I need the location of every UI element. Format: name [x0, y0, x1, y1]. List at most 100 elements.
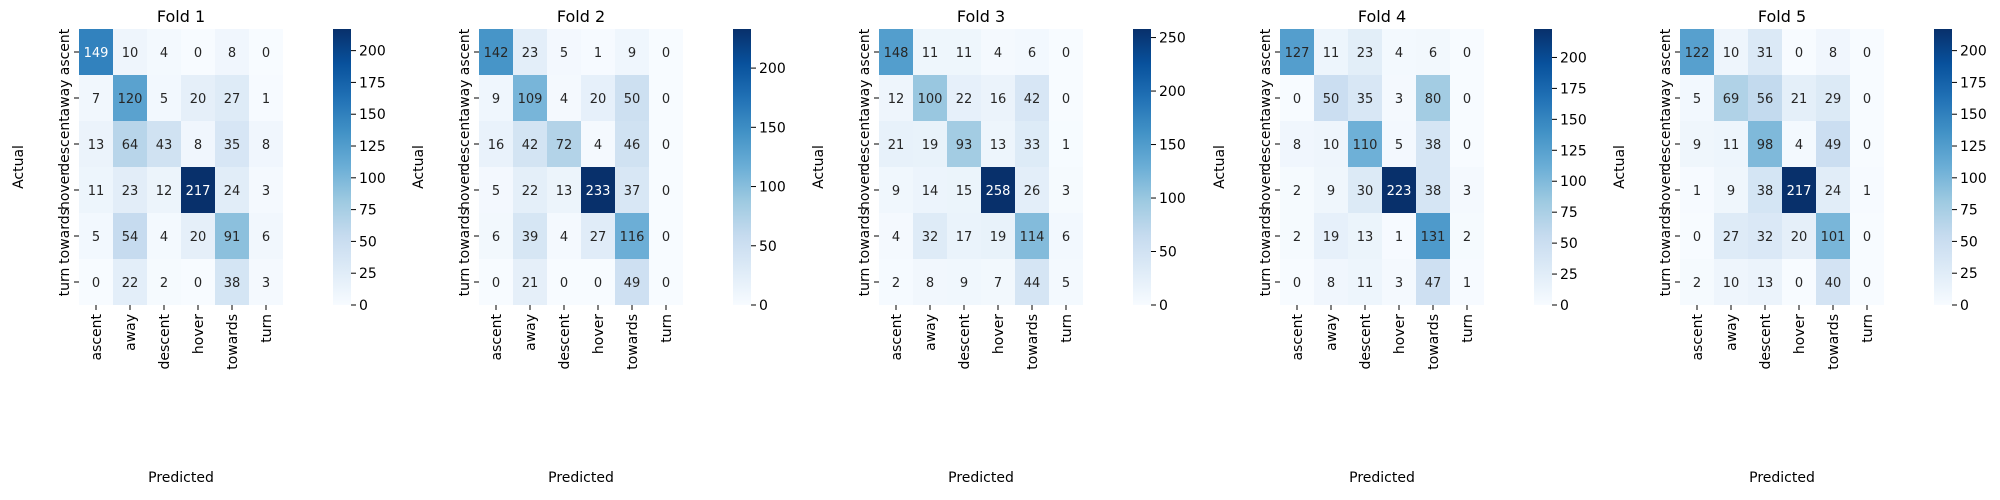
colorbar-tick-label: 150 [759, 120, 786, 136]
cell-value-label: 6 [1062, 230, 1070, 245]
cell-value-label: 40 [1825, 276, 1842, 291]
chart-title: Fold 5 [1758, 7, 1806, 26]
cell-value-label: 8 [228, 46, 236, 61]
cell-value-label: 217 [1787, 184, 1812, 199]
heatmap-cell [913, 29, 947, 75]
x-tick-label: towards [225, 314, 241, 370]
colorbar-tick-label: 150 [1960, 107, 1987, 123]
heatmap-cell [1850, 167, 1884, 213]
colorbar-tick-label: 75 [1960, 203, 1978, 219]
cell-value-label: 217 [186, 184, 211, 199]
heatmap-cell [1416, 75, 1450, 121]
heatmap-cell [1049, 121, 1083, 167]
heatmap-cell [1450, 121, 1484, 167]
heatmap-cell [1816, 259, 1850, 305]
heatmap-cell [1782, 121, 1816, 167]
cell-value-label: 2 [1693, 276, 1701, 291]
heatmap-cell [1015, 121, 1049, 167]
heatmap-cell [981, 29, 1015, 75]
y-tick-label: away [57, 80, 73, 117]
cell-value-label: 29 [1825, 92, 1842, 107]
colorbar-tick-label: 50 [759, 239, 777, 255]
heatmap-cell [1450, 213, 1484, 259]
colorbar-tick-label: 125 [1560, 143, 1587, 159]
heatmap-cell [1049, 213, 1083, 259]
cell-value-label: 20 [1791, 230, 1808, 245]
cell-value-label: 1 [1863, 184, 1871, 199]
heatmap-cell [1748, 29, 1782, 75]
heatmap-cell [513, 121, 547, 167]
cell-value-label: 5 [560, 46, 568, 61]
heatmap-cell [879, 121, 913, 167]
heatmap-cell [513, 75, 547, 121]
cell-value-label: 127 [1285, 46, 1310, 61]
cell-value-label: 37 [624, 184, 641, 199]
heatmap-cell [547, 121, 581, 167]
heatmap-cell [147, 121, 181, 167]
heatmap-cell [649, 213, 683, 259]
x-axis-label: Predicted [1749, 470, 1815, 486]
cell-value-label: 0 [492, 276, 500, 291]
cell-value-label: 24 [1825, 184, 1842, 199]
colorbar-tick-label: 150 [1560, 112, 1587, 128]
cell-value-label: 30 [1357, 184, 1374, 199]
heatmap-cell [479, 213, 513, 259]
cell-value-label: 2 [892, 276, 900, 291]
cell-value-label: 0 [594, 276, 602, 291]
heatmap-cell [547, 29, 581, 75]
cell-value-label: 27 [590, 230, 607, 245]
x-tick-label: descent [157, 313, 173, 369]
chart-title: Fold 1 [157, 7, 205, 26]
cell-value-label: 69 [1723, 92, 1740, 107]
x-axis-label: Predicted [148, 470, 214, 486]
heatmap-cell [1348, 121, 1382, 167]
heatmap-cell [249, 167, 283, 213]
colorbar-tick-label: 100 [1960, 171, 1987, 187]
cell-value-label: 38 [1757, 184, 1774, 199]
heatmap-cell [1049, 259, 1083, 305]
cell-value-label: 223 [1387, 184, 1412, 199]
x-tick-label: descent [1758, 313, 1774, 369]
colorbar-tick-label: 150 [1159, 138, 1186, 154]
heatmap-cell [249, 213, 283, 259]
colorbar-tick-label: 25 [1560, 267, 1578, 283]
cell-value-label: 1 [262, 92, 270, 107]
cell-value-label: 11 [1357, 276, 1374, 291]
x-tick-label: towards [1025, 314, 1041, 370]
x-tick-label: hover [1392, 314, 1408, 354]
heatmap-cell [79, 29, 113, 75]
heatmap-cell [649, 75, 683, 121]
colorbar-tick-label: 0 [759, 298, 768, 314]
cell-value-label: 0 [662, 138, 670, 153]
y-tick-label: hover [857, 170, 873, 210]
x-tick-label: descent [957, 313, 973, 369]
x-tick-label: turn [259, 314, 275, 343]
cell-value-label: 23 [122, 184, 139, 199]
cell-value-label: 21 [888, 138, 905, 153]
y-tick-label: ascent [57, 28, 73, 75]
cell-value-label: 31 [1757, 46, 1774, 61]
cell-value-label: 22 [956, 92, 973, 107]
cell-value-label: 0 [1863, 46, 1871, 61]
cell-value-label: 32 [922, 230, 939, 245]
heatmap-cell [649, 29, 683, 75]
cell-value-label: 16 [488, 138, 505, 153]
colorbar-tick-label: 150 [359, 107, 386, 123]
heatmap-cell [547, 213, 581, 259]
heatmap-cell [581, 121, 615, 167]
cell-value-label: 8 [1293, 138, 1301, 153]
colorbar-tick-label: 200 [1960, 44, 1987, 60]
cell-value-label: 9 [1327, 184, 1335, 199]
heatmap-cell [1280, 213, 1314, 259]
cell-value-label: 3 [1062, 184, 1070, 199]
x-tick-label: ascent [1690, 313, 1706, 360]
heatmap-cell [1015, 167, 1049, 213]
colorbar [1934, 29, 1952, 305]
y-tick-label: turn [857, 268, 873, 297]
cell-value-label: 1 [594, 46, 602, 61]
cell-value-label: 10 [1723, 46, 1740, 61]
cell-value-label: 93 [956, 138, 973, 153]
cell-value-label: 33 [1024, 138, 1041, 153]
heatmap-cell [1748, 259, 1782, 305]
heatmap-cell [947, 75, 981, 121]
